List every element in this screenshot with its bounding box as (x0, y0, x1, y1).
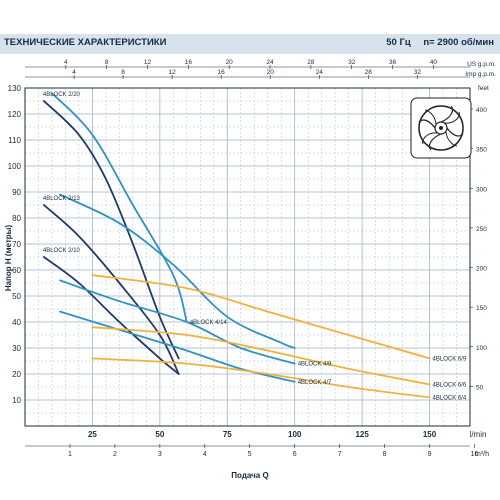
y-tick-label: 60 (12, 266, 21, 275)
plot-frame (24, 87, 471, 427)
y-tick-label: 50 (12, 292, 21, 301)
series-line (91, 326, 431, 386)
top-axis-tick-label: 24 (316, 69, 324, 76)
top-axis-tick-label: 28 (365, 69, 373, 76)
feet-tick-label: 400 (476, 107, 487, 114)
header-bar: ТЕХНИЧЕСКИЕ ХАРАКТЕРИСТИКИ 50 Гц n= 2900… (0, 34, 500, 54)
series-line (91, 357, 431, 399)
series-label: 4BLOCK 6/4 (433, 395, 467, 401)
series-line (43, 256, 180, 375)
m3h-tick-label: 7 (338, 451, 342, 458)
top-axis-tick-label: 20 (226, 59, 234, 66)
series-label: 4BLOCK 4/9 (298, 362, 332, 368)
x-tick-label: 25 (88, 430, 97, 439)
y-tick-label: 130 (8, 84, 22, 93)
x-unit-label: l/min (470, 430, 487, 439)
series-line (91, 274, 431, 360)
y-tick-label: 20 (12, 370, 21, 379)
series-label: 4BLOCK 2/20 (43, 92, 81, 98)
series-label: 4BLOCK 4/7 (298, 380, 332, 386)
top-axis-tick-label: 4 (64, 59, 68, 66)
series-line (59, 193, 296, 349)
top-axis-tick-label: 32 (348, 59, 356, 66)
x-tick-label: 75 (223, 430, 232, 439)
feet-unit-label: feet (478, 85, 489, 92)
series-label: 4BLOCK 6/6 (433, 382, 467, 388)
top-axis-unit: US g.p.m. (467, 61, 496, 68)
y-tick-label: 30 (12, 344, 21, 353)
top-axis-tick-label: 12 (169, 69, 177, 76)
top-axis-tick-label: 16 (185, 59, 193, 66)
m3h-tick-label: 4 (203, 451, 207, 458)
x-tick-label: 125 (355, 430, 369, 439)
m3h-tick-label: 8 (383, 451, 387, 458)
feet-tick-label: 50 (476, 384, 484, 391)
top-axis-tick-label: 28 (307, 59, 315, 66)
series-line (59, 279, 296, 365)
top-axis-tick-label: 12 (144, 59, 152, 66)
series-label: 4BLOCK 2/10 (43, 248, 81, 254)
feet-tick-label: 150 (476, 305, 487, 312)
top-axis-tick-label: 40 (430, 59, 438, 66)
speed-label: n= 2900 об/мин (423, 37, 494, 48)
x-tick-label: 100 (288, 430, 302, 439)
top-axis-tick-label: 8 (105, 59, 109, 66)
m3h-unit-label: m³/h (475, 451, 489, 458)
y-tick-label: 120 (8, 110, 22, 119)
m3h-tick-label: 2 (113, 451, 117, 458)
series-line (43, 204, 180, 375)
m3h-tick-label: 5 (248, 451, 252, 458)
feet-tick-label: 300 (476, 186, 487, 193)
top-axis-tick-label: 24 (266, 59, 274, 66)
x-tick-label: 150 (423, 430, 437, 439)
y-tick-label: 80 (12, 214, 21, 223)
impeller-icon (410, 97, 472, 159)
series-lines (43, 92, 431, 399)
y-tick-label: 10 (12, 396, 21, 405)
y-tick-label: 40 (12, 318, 21, 327)
m3h-tick-label: 1 (68, 451, 72, 458)
top-axis-tick-label: 8 (121, 69, 125, 76)
y-tick-label: 110 (8, 136, 21, 145)
series-line (43, 100, 180, 360)
frequency-label: 50 Гц (386, 37, 411, 48)
y-tick-label: 90 (12, 188, 21, 197)
m3h-tick-label: 10 (471, 451, 479, 458)
x-tick-label: 50 (155, 430, 164, 439)
top-axis-tick-label: 36 (389, 59, 397, 66)
feet-tick-label: 350 (476, 147, 487, 154)
y-tick-label: 100 (8, 162, 22, 171)
m3h-tick-label: 9 (428, 451, 432, 458)
series-label: 4BLOCK 6/9 (433, 356, 467, 362)
series-label: 4BLOCK 4/14 (190, 320, 228, 326)
page-title: ТЕХНИЧЕСКИЕ ХАРАКТЕРИСТИКИ (4, 37, 167, 48)
spec-info: 50 Гц n= 2900 об/мин (376, 37, 494, 48)
feet-tick-label: 100 (476, 345, 487, 352)
m3h-tick-label: 3 (158, 451, 162, 458)
y-tick-label: 70 (12, 240, 21, 249)
x-axis-title: Подача Q (231, 471, 268, 480)
top-axis-tick-label: 32 (414, 69, 422, 76)
feet-tick-label: 200 (476, 266, 487, 273)
feet-tick-label: 250 (476, 226, 487, 233)
top-axis-unit: Imp g.p.m. (465, 71, 496, 78)
y-axis-title: Напор H (метры) (4, 225, 13, 292)
top-axis-tick-label: 16 (218, 69, 226, 76)
top-axis-tick-label: 20 (267, 69, 275, 76)
series-label: 4BLOCK 2/13 (43, 196, 81, 202)
series-labels: 4BLOCK 2/20 4BLOCK 2/13 4BLOCK 2/10 4BLOCK … (43, 92, 467, 401)
m3h-tick-label: 6 (293, 451, 297, 458)
grid (25, 87, 471, 426)
top-axis-tick-label: 4 (72, 69, 76, 76)
